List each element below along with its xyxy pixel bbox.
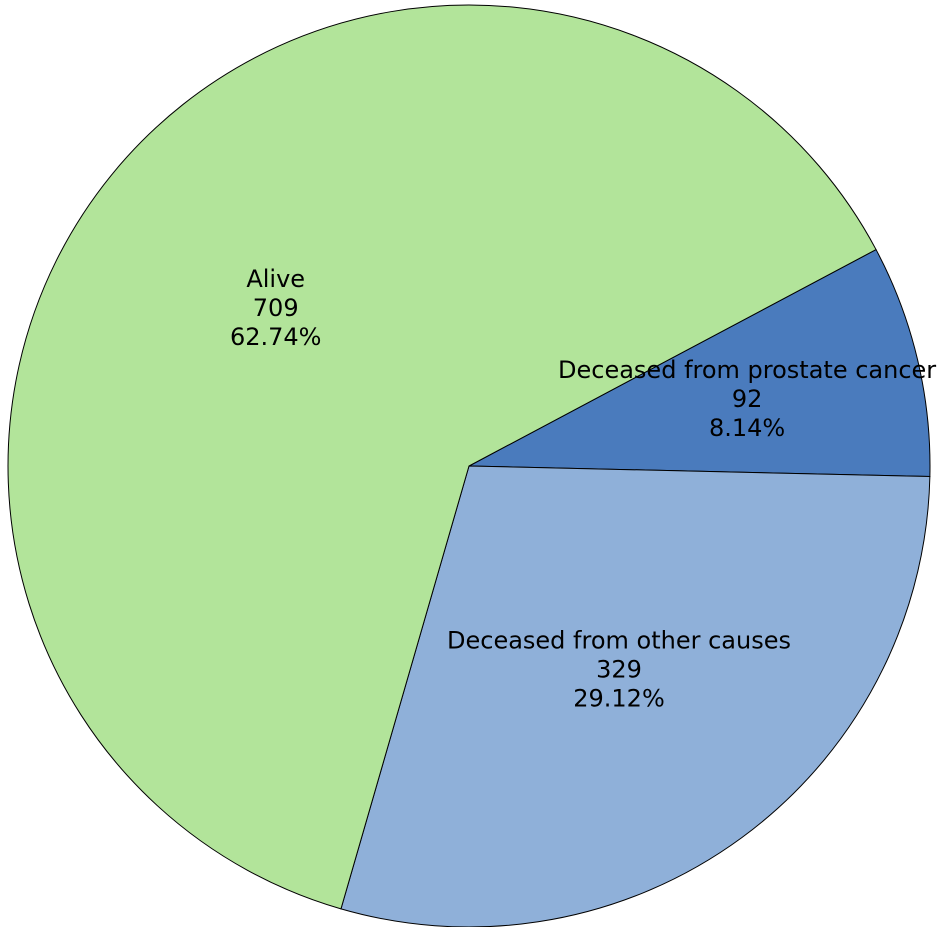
labels-layer: Deceased from prostate cancer928.14%Dece… [230,265,936,712]
slice-label-name: Deceased from prostate cancer [558,356,936,384]
slice-label-percent: 62.74% [230,323,322,351]
slice-label-name: Deceased from other causes [447,626,791,654]
pie-slice-alive [7,4,877,910]
slice-label-percent: 29.12% [573,684,665,712]
slice-label-value: 709 [253,294,299,322]
slice-label-percent: 8.14% [709,414,785,442]
slice-label-name: Alive [246,265,305,293]
slice-label-value: 329 [596,655,642,683]
slices-layer [7,4,931,928]
pie-slice-deceased-from-prostate-cancer [467,248,931,478]
slice-label-value: 92 [732,385,763,413]
